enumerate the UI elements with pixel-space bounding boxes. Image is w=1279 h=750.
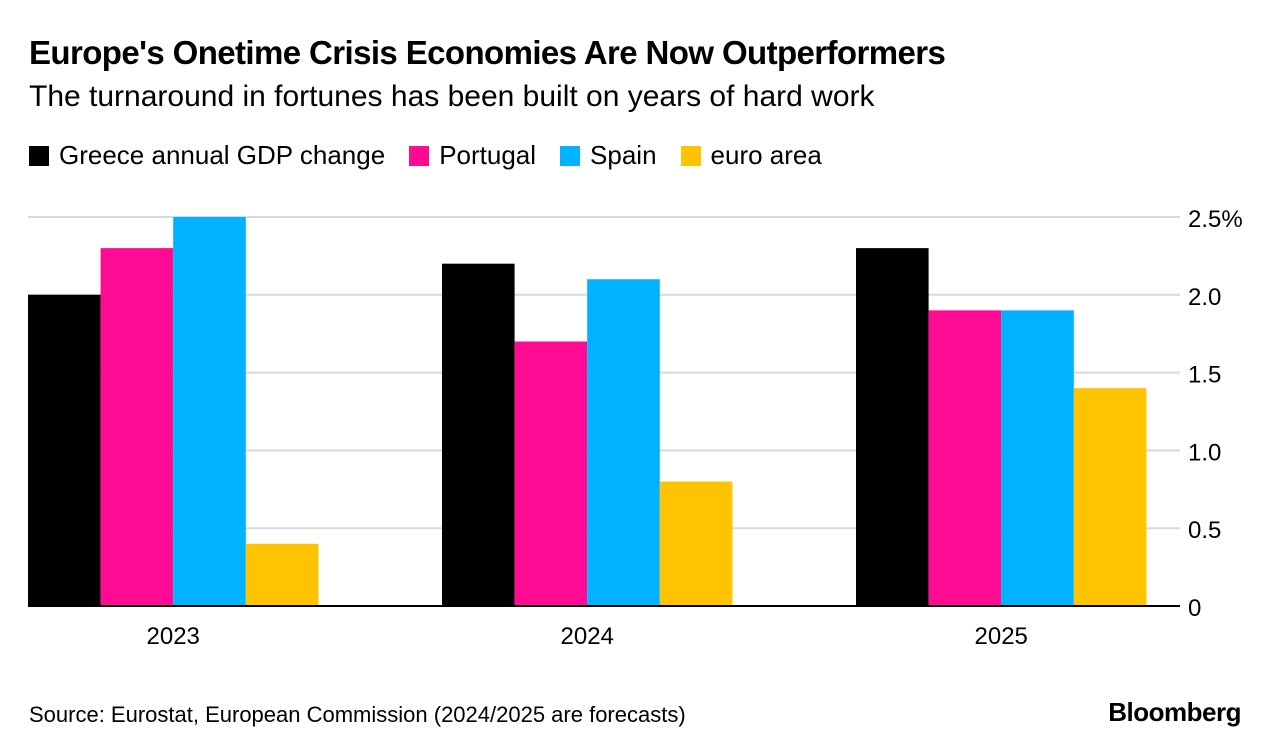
y-tick-label: 1.0 [1188,439,1221,466]
chart-subtitle: The turnaround in fortunes has been buil… [29,80,875,113]
bar-portugal-2023 [100,248,174,606]
bar-euro-2025 [1073,388,1147,606]
bar-chart: 0 0.5 1.0 1.5 2.0 2.5% 2023 2024 2025 [28,206,1243,650]
bloomberg-logo: Bloomberg [1108,697,1241,727]
legend-item-3: euro area [680,140,822,171]
bar-portugal-2025 [928,310,1002,606]
bar-greece-2025 [856,248,929,606]
legend-swatch [29,145,49,166]
source-note: Source: Eurostat, European Commission (2… [29,702,686,727]
y-tick-label: 2.0 [1188,284,1221,311]
legend-item-1: Portugal [409,140,536,171]
legend-item-2: Spain [560,140,657,171]
y-tick-label: 1.5 [1188,362,1221,389]
bar-spain-2024 [587,279,660,606]
legend-label: euro area [710,140,822,170]
x-tick-label: 2025 [975,623,1028,650]
bar-spain-2025 [1001,310,1074,606]
x-tick-label: 2024 [561,623,614,650]
chart-title: Europe's Onetime Crisis Economies Are No… [29,34,946,71]
bar-spain-2023 [173,217,246,606]
legend-label: Portugal [439,140,537,170]
y-tick-label: 0 [1188,595,1201,622]
legend-label: Greece annual GDP change [59,140,386,170]
y-tick-label: 2.5% [1188,206,1243,233]
legend-swatch [560,145,581,166]
legend-swatch [680,145,701,166]
bar-portugal-2024 [514,341,588,606]
legend-swatch [409,145,430,166]
bar-euro-2023 [245,543,319,606]
y-tick-label: 0.5 [1188,517,1221,544]
legend-item-0: Greece annual GDP change [29,140,385,171]
bar-greece-2024 [442,263,515,606]
bar-greece-2023 [28,294,101,606]
bar-euro-2024 [659,481,733,606]
x-tick-label: 2023 [147,623,200,650]
legend-label: Spain [590,140,657,170]
legend: Greece annual GDP change Portugal Spain eur… [29,140,846,171]
